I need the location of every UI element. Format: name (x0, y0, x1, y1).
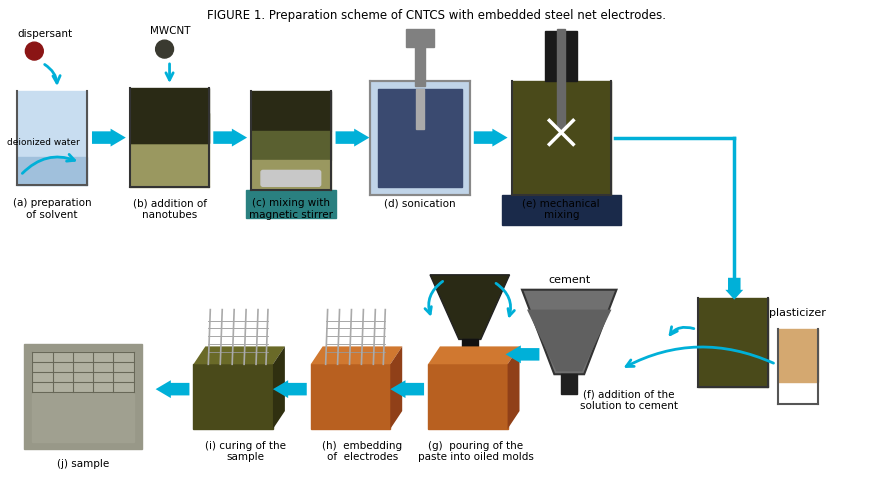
Bar (557, 29, 565, 128)
Text: cement: cement (548, 275, 590, 285)
Polygon shape (474, 128, 507, 146)
Bar (24, 344, 141, 449)
Text: (h)  embedding
of  electrodes: (h) embedding of electrodes (322, 441, 402, 462)
Polygon shape (273, 380, 306, 398)
Polygon shape (92, 128, 126, 146)
Polygon shape (428, 346, 519, 364)
Text: (c) mixing with
magnetic stirrer: (c) mixing with magnetic stirrer (249, 198, 333, 220)
Text: plasticizer: plasticizer (769, 308, 827, 317)
Bar (502, 195, 621, 225)
Bar (406, 29, 434, 47)
Bar (416, 36, 425, 86)
Bar (130, 113, 210, 142)
Text: (b) addition of
nanotubes: (b) addition of nanotubes (133, 198, 207, 220)
Text: (i) curing of the
sample: (i) curing of the sample (204, 441, 285, 462)
Text: (d) sonication: (d) sonication (384, 198, 456, 208)
Text: MWCNT: MWCNT (149, 26, 190, 36)
Text: FIGURE 1. Preparation scheme of CNTCS with embedded steel net electrodes.: FIGURE 1. Preparation scheme of CNTCS wi… (207, 9, 665, 22)
Bar (428, 364, 507, 429)
Bar (251, 130, 331, 160)
Polygon shape (311, 346, 402, 364)
Bar (370, 81, 470, 195)
Bar (17, 91, 87, 185)
Bar (778, 329, 818, 382)
Bar (251, 91, 331, 130)
Bar (130, 88, 210, 142)
Polygon shape (155, 380, 189, 398)
Bar (32, 353, 134, 392)
Bar (246, 190, 335, 218)
Polygon shape (273, 346, 285, 429)
Polygon shape (390, 346, 402, 429)
Bar (512, 81, 611, 195)
FancyBboxPatch shape (261, 170, 320, 186)
Text: (g)  pouring of the
paste into oiled molds: (g) pouring of the paste into oiled mold… (418, 441, 533, 462)
Bar (698, 298, 768, 387)
Polygon shape (505, 345, 540, 363)
Bar (251, 160, 331, 190)
Bar (462, 340, 478, 361)
Polygon shape (335, 128, 369, 146)
Bar (32, 389, 134, 442)
Polygon shape (527, 310, 611, 371)
Bar (561, 374, 577, 394)
Bar (311, 364, 390, 429)
Text: (j) sample: (j) sample (57, 459, 109, 469)
Text: dispersant: dispersant (17, 29, 72, 39)
Polygon shape (725, 278, 743, 299)
Bar (546, 31, 577, 81)
Circle shape (25, 42, 44, 60)
Polygon shape (430, 275, 510, 340)
Text: (f) addition of the
solution to cement: (f) addition of the solution to cement (580, 389, 678, 411)
Polygon shape (507, 346, 519, 429)
Bar (130, 142, 210, 187)
Polygon shape (213, 128, 247, 146)
Polygon shape (522, 290, 616, 374)
Polygon shape (390, 380, 424, 398)
Bar (17, 157, 87, 185)
Circle shape (155, 40, 174, 58)
Text: (e) mechanical
mixing: (e) mechanical mixing (522, 198, 600, 220)
Text: deionized water: deionized water (8, 138, 80, 147)
Bar (416, 89, 424, 128)
Polygon shape (194, 346, 285, 364)
Bar (194, 364, 273, 429)
Bar (378, 89, 462, 187)
Text: (a) preparation
of solvent: (a) preparation of solvent (13, 198, 92, 220)
